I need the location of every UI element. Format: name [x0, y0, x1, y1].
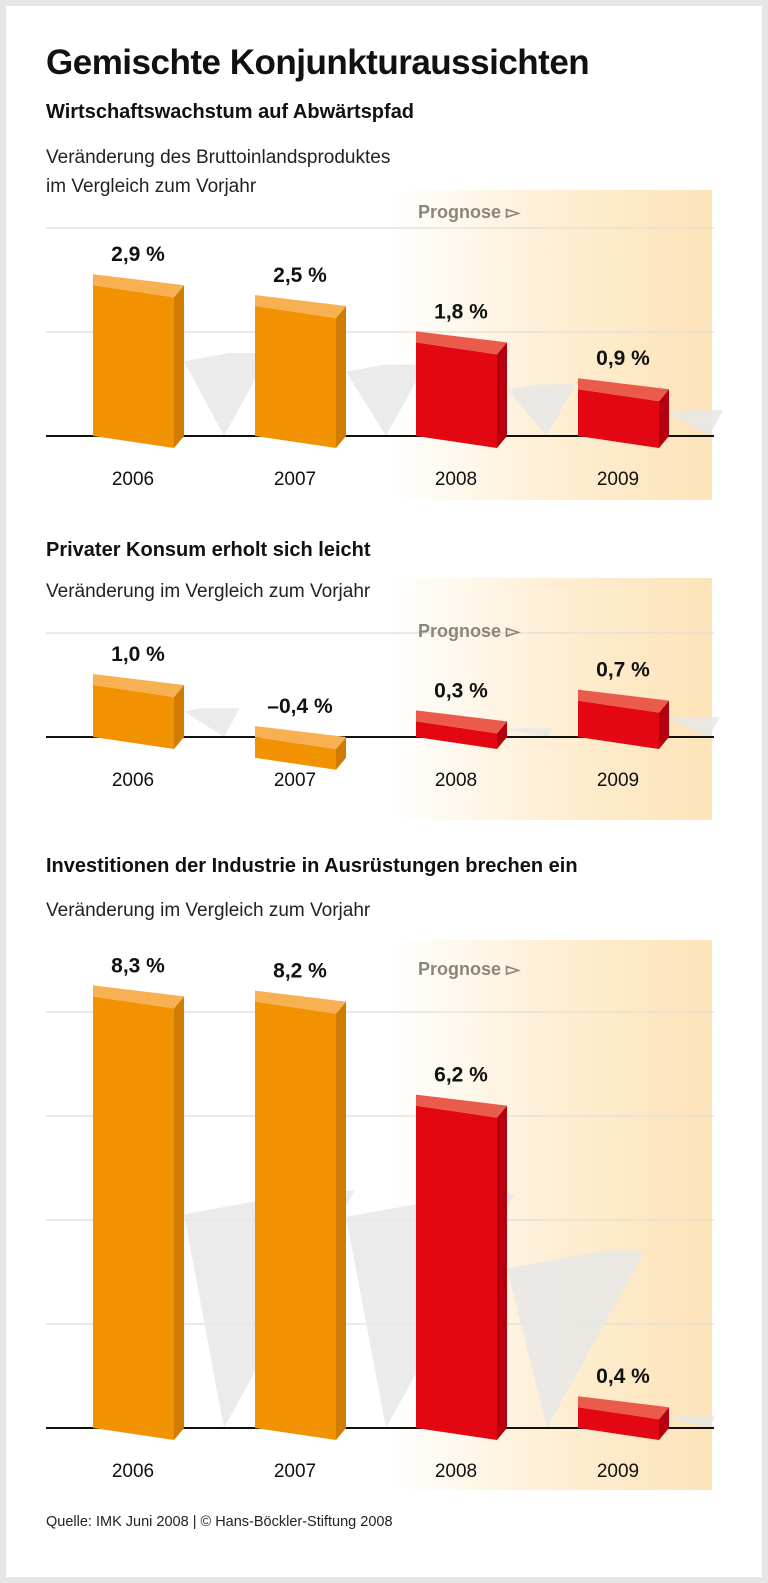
chart-subtitle: Veränderung des Bruttoinlandsproduktes — [46, 147, 390, 168]
bar-shadow — [669, 1416, 716, 1428]
prognose-label: Prognose ▻ — [418, 959, 521, 979]
infographic: Gemischte Konjunkturaussichten Wirtschaf… — [6, 6, 762, 1577]
bar-front — [416, 342, 497, 448]
chart-1: Wirtschaftswachstum auf Abwärtspfad Verän… — [46, 101, 724, 500]
bar-2008 — [416, 710, 507, 749]
year-label: 2009 — [597, 1461, 639, 1482]
year-label: 2009 — [597, 469, 639, 490]
value-label: 6,2 % — [434, 1064, 488, 1087]
source-note: Quelle: IMK Juni 2008 | © Hans-Böckler-S… — [46, 1514, 393, 1530]
value-label: 2,5 % — [273, 264, 327, 287]
bar-side — [497, 1105, 507, 1440]
bar-front — [416, 721, 497, 749]
bar-side — [174, 685, 184, 749]
bar-side — [497, 721, 507, 749]
bar-top — [416, 1094, 507, 1118]
value-label: 1,8 % — [434, 300, 488, 323]
chart-3: Investitionen der Industrie in Ausrüstun… — [46, 855, 716, 1490]
bar-2006 — [93, 274, 184, 448]
bar-top — [255, 295, 346, 318]
bar-shadow — [669, 716, 721, 737]
year-label: 2007 — [274, 469, 316, 490]
bar-2009 — [578, 689, 669, 749]
bar-2008 — [416, 1094, 507, 1440]
value-label: 1,0 % — [111, 643, 165, 666]
bar-top — [255, 990, 346, 1014]
bar-front — [255, 1001, 336, 1440]
bar-side — [659, 700, 669, 749]
year-label: 2008 — [435, 1461, 477, 1482]
prognose-label: Prognose ▻ — [418, 621, 521, 641]
bar-front — [255, 737, 336, 770]
bar-top — [416, 710, 507, 734]
bar-top — [93, 985, 184, 1009]
bar-top — [578, 378, 669, 402]
bar-top — [578, 1396, 669, 1420]
bar-shadow — [184, 353, 270, 436]
year-label: 2009 — [597, 770, 639, 791]
bar-shadow — [507, 1250, 645, 1428]
bar-2006 — [93, 985, 184, 1440]
chart-subtitle: Veränderung im Vergleich zum Vorjahr — [46, 900, 371, 921]
bar-side — [659, 389, 669, 448]
prognose-label: Prognose ▻ — [418, 202, 521, 222]
forecast-shading — [392, 578, 712, 820]
value-label: 0,7 % — [596, 659, 650, 682]
bar-top — [255, 726, 346, 749]
chart-2: Privater Konsum erholt sich leicht Veränd… — [46, 539, 721, 820]
value-label: 0,4 % — [596, 1365, 650, 1388]
chart-title: Privater Konsum erholt sich leicht — [46, 539, 371, 561]
bar-top — [93, 274, 184, 298]
value-label: 8,2 % — [273, 960, 327, 983]
bar-shadow — [346, 364, 426, 436]
bar-side — [336, 737, 346, 770]
chart-subtitle: Veränderung im Vergleich zum Vorjahr — [46, 581, 371, 602]
bar-2008 — [416, 331, 507, 448]
bar-top — [416, 331, 507, 355]
chart-title: Investitionen der Industrie in Ausrüstun… — [46, 855, 578, 877]
bar-side — [497, 342, 507, 448]
value-label: 0,9 % — [596, 347, 650, 370]
bar-shadow — [184, 708, 240, 737]
bar-front — [93, 285, 174, 448]
value-label: 8,3 % — [111, 954, 165, 977]
bar-front — [578, 1407, 659, 1440]
bar-2007 — [255, 990, 346, 1440]
year-label: 2008 — [435, 770, 477, 791]
bar-front — [416, 1105, 497, 1440]
bar-front — [93, 685, 174, 749]
bar-shadow — [507, 384, 576, 436]
bar-side — [336, 306, 346, 448]
value-label: 2,9 % — [111, 243, 165, 266]
bar-shadow — [507, 728, 552, 737]
bar-side — [336, 1001, 346, 1440]
bar-side — [174, 285, 184, 448]
chart-subtitle: im Vergleich zum Vorjahr — [46, 176, 257, 197]
bar-front — [578, 389, 659, 448]
value-label: 0,3 % — [434, 679, 488, 702]
bar-shadow — [669, 410, 724, 436]
bar-front — [578, 700, 659, 749]
bar-front — [93, 996, 174, 1440]
year-label: 2008 — [435, 469, 477, 490]
year-label: 2007 — [274, 770, 316, 791]
bar-2007 — [255, 726, 346, 770]
bar-top — [93, 674, 184, 697]
year-label: 2006 — [112, 469, 154, 490]
bar-front — [255, 306, 336, 448]
bar-top — [578, 689, 669, 713]
bar-2009 — [578, 1396, 669, 1440]
bar-2006 — [93, 674, 184, 749]
bar-side — [174, 996, 184, 1440]
bar-2007 — [255, 295, 346, 448]
year-label: 2006 — [112, 1461, 154, 1482]
year-label: 2006 — [112, 770, 154, 791]
value-label: –0,4 % — [267, 695, 333, 718]
chart-title: Wirtschaftswachstum auf Abwärtspfad — [46, 101, 414, 123]
bar-side — [659, 1407, 669, 1440]
year-label: 2007 — [274, 1461, 316, 1482]
bar-2009 — [578, 378, 669, 448]
main-title: Gemischte Konjunkturaussichten — [46, 43, 589, 82]
